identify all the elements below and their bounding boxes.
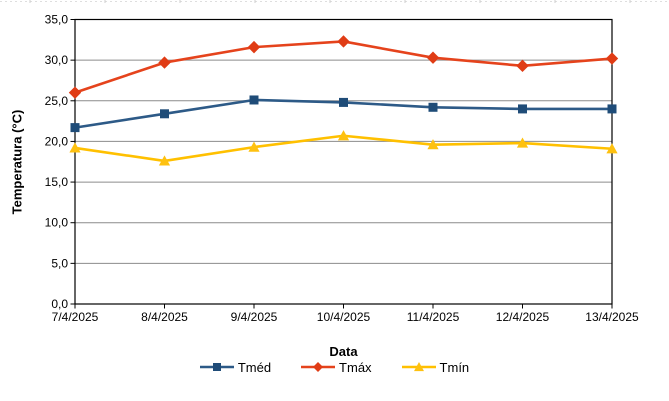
x-tick-label: 13/4/2025 (585, 310, 639, 324)
x-tick-label: 7/4/2025 (52, 310, 99, 324)
x-tick-label: 10/4/2025 (317, 310, 371, 324)
diamond-marker (516, 59, 529, 73)
square-marker (518, 104, 527, 114)
square-marker (249, 95, 259, 105)
legend-item-tmed: Tméd (199, 359, 272, 375)
triangle-marker (158, 155, 171, 166)
triangle-marker (69, 142, 81, 153)
series-Tmín (69, 130, 618, 166)
square-marker (607, 104, 617, 114)
x-tick-label: 12/4/2025 (496, 310, 550, 324)
x-tick-label: 8/4/2025 (141, 310, 188, 324)
y-tick-label: 5,0 (51, 256, 68, 270)
diamond-marker (68, 86, 82, 99)
legend-label: Tméd (237, 359, 272, 375)
plot-border (74, 18, 613, 305)
triangle-marker (337, 130, 350, 141)
legend-swatch (401, 362, 436, 372)
series-line (74, 40, 613, 94)
y-tick-label: 10,0 (45, 216, 69, 230)
square-marker (70, 123, 80, 133)
square-marker (339, 97, 348, 107)
y-tick-label: 20,0 (45, 134, 69, 148)
diamond-marker (605, 52, 619, 65)
legend-swatch (199, 363, 234, 371)
y-tick-label: 25,0 (45, 94, 69, 108)
chart-legend: Tméd Tmáx Tmín (0, 359, 669, 375)
diamond-marker (313, 362, 324, 372)
x-tick-label: 11/4/2025 (407, 310, 460, 324)
y-tick-label: 30,0 (45, 53, 69, 67)
legend-label: Tmáx (339, 359, 372, 375)
legend-swatch (301, 362, 336, 372)
y-tick-label: 15,0 (45, 175, 69, 189)
x-axis-title: Data (329, 344, 358, 359)
square-marker (428, 102, 438, 112)
triangle-marker (516, 137, 529, 148)
series-Tméd (70, 95, 617, 133)
diamond-marker (426, 51, 440, 64)
legend-label: Tmín (439, 359, 470, 375)
y-tick-label: 0,0 (51, 297, 68, 311)
triangle-marker (427, 139, 439, 150)
legend-item-tmax: Tmáx (301, 360, 372, 375)
triangle-marker (413, 362, 424, 372)
series-Tmáx (68, 35, 619, 99)
triangle-marker (248, 141, 260, 152)
square-marker (160, 109, 169, 119)
legend-item-tmin: Tmín (401, 359, 470, 375)
x-tick-label: 9/4/2025 (231, 310, 278, 324)
y-tick-label: 35,0 (45, 13, 69, 27)
diamond-marker (158, 56, 171, 69)
triangle-marker (606, 143, 618, 154)
diamond-marker (337, 35, 350, 48)
square-marker (212, 363, 221, 371)
y-axis-title: Temperatura (°C) (9, 109, 25, 215)
diamond-marker (247, 40, 261, 54)
